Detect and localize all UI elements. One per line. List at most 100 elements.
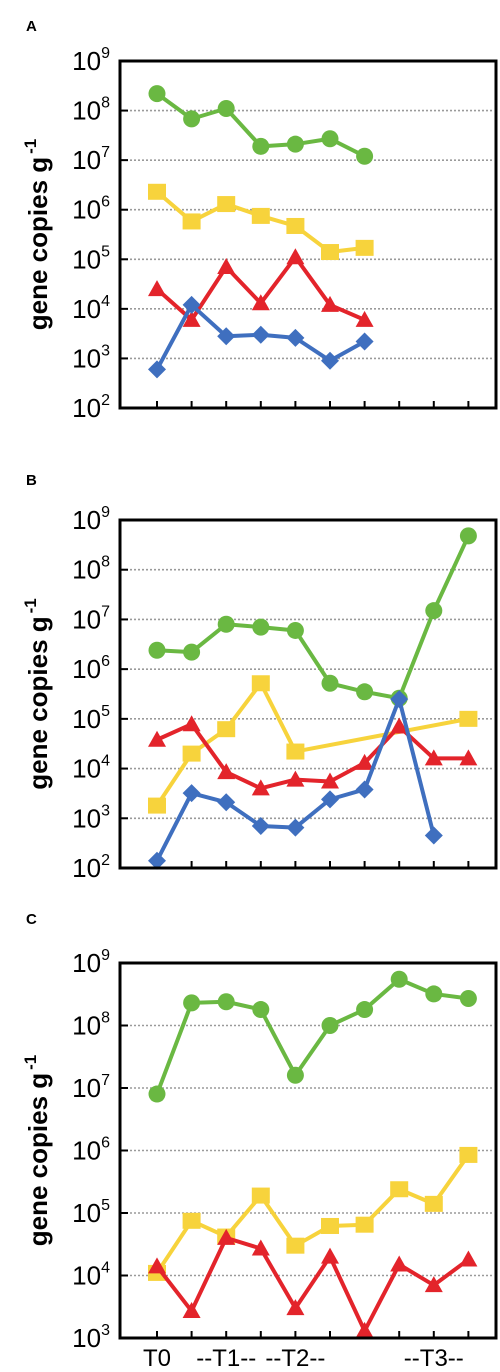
data-point-green (321, 674, 339, 692)
data-point-blue (390, 690, 409, 709)
y-tick-label: 107 (72, 603, 110, 634)
y-axis-label-exponent-c: -1 (21, 1055, 40, 1070)
y-tick-label: 103 (72, 342, 110, 373)
y-tick-base: 10 (72, 505, 101, 535)
y-axis-label-exponent-b: -1 (21, 598, 40, 613)
data-point-yellow (321, 244, 339, 261)
y-tick-label: 103 (72, 1322, 110, 1353)
data-point-yellow (459, 710, 478, 727)
data-point-red (355, 753, 374, 770)
data-point-yellow (251, 207, 270, 224)
data-point-blue (355, 780, 374, 799)
data-point-green (356, 1001, 374, 1019)
y-axis-label-text-c: gene copies g (23, 1073, 53, 1246)
data-point-blue (217, 793, 236, 812)
y-tick-label: 105 (72, 1197, 110, 1228)
y-tick-label: 104 (72, 753, 110, 784)
y-tick-base: 10 (72, 1198, 101, 1228)
y-tick-exponent: 9 (101, 504, 110, 521)
y-tick-base: 10 (72, 704, 101, 734)
series-line-yellow (155, 681, 469, 807)
data-point-yellow (148, 183, 166, 200)
panel-letter-a: A (26, 18, 37, 35)
data-point-green (148, 85, 166, 103)
data-point-yellow (355, 1216, 374, 1233)
y-axis-label-c: gene copies g -1 (21, 1055, 53, 1247)
y-tick-exponent: 5 (101, 243, 110, 260)
y-tick-label: 104 (72, 1260, 110, 1291)
data-point-red (217, 763, 236, 780)
data-point-red (424, 1276, 443, 1293)
data-point-yellow (286, 1237, 305, 1254)
y-tick-base: 10 (72, 393, 101, 423)
y-axis-label-exponent-a: -1 (21, 139, 40, 154)
data-point-blue (182, 784, 201, 803)
data-point-green (356, 147, 374, 165)
data-point-green (286, 621, 304, 639)
data-point-blue (251, 816, 270, 835)
data-point-red (355, 310, 374, 327)
y-tick-base: 10 (72, 343, 101, 373)
y-tick-exponent: 2 (101, 392, 110, 409)
y-tick-exponent: 3 (101, 802, 110, 819)
y-tick-base: 10 (72, 244, 101, 274)
data-point-green (286, 1066, 304, 1084)
data-point-green (286, 135, 304, 153)
series-line-red (155, 1235, 470, 1333)
data-point-red (148, 730, 166, 747)
data-point-blue (251, 325, 270, 344)
data-point-yellow (251, 1187, 270, 1204)
y-tick-exponent: 5 (101, 1197, 110, 1214)
data-point-blue (286, 328, 305, 347)
data-point-red (321, 295, 339, 312)
data-point-red (459, 1250, 478, 1267)
data-point-red (148, 280, 166, 297)
data-point-yellow (182, 745, 201, 762)
data-point-green (183, 994, 201, 1012)
y-tick-label: 105 (72, 243, 110, 274)
data-point-green (148, 1085, 166, 1103)
y-tick-base: 10 (72, 948, 101, 978)
y-tick-exponent: 4 (101, 753, 110, 770)
data-point-green (425, 602, 443, 620)
panel-letter-c: C (26, 911, 37, 928)
data-point-red (251, 294, 270, 311)
y-tick-base: 10 (72, 1261, 101, 1291)
data-point-green (252, 1001, 270, 1019)
data-point-yellow (251, 675, 270, 692)
y-tick-exponent: 8 (101, 1010, 110, 1027)
y-tick-base: 10 (72, 803, 101, 833)
data-point-blue (217, 327, 236, 346)
data-point-green (321, 1017, 339, 1034)
y-tick-base: 10 (72, 853, 101, 883)
y-tick-base: 10 (72, 1073, 101, 1103)
data-point-yellow (182, 1212, 201, 1229)
y-tick-exponent: 9 (101, 45, 110, 62)
data-point-blue (286, 818, 305, 837)
data-point-green (252, 618, 270, 636)
y-tick-label: 102 (72, 392, 110, 423)
y-tick-base: 10 (72, 754, 101, 784)
y-tick-base: 10 (72, 1323, 101, 1353)
data-point-red (251, 779, 270, 796)
y-tick-base: 10 (72, 654, 101, 684)
data-point-yellow (286, 743, 305, 760)
y-tick-base: 10 (72, 555, 101, 585)
y-tick-base: 10 (72, 145, 101, 175)
data-point-red (321, 1247, 339, 1264)
y-tick-exponent: 8 (101, 554, 110, 571)
data-point-red (286, 1299, 305, 1316)
series-line-green (155, 977, 469, 1095)
y-tick-exponent: 3 (101, 1322, 110, 1339)
y-tick-base: 10 (72, 46, 101, 76)
panel-b: B gene copies g-1 1021031041051061071081… (21, 472, 498, 883)
y-tick-label: 105 (72, 703, 110, 734)
plot-frame-c (118, 961, 498, 1340)
data-point-green (217, 615, 235, 633)
data-point-red (251, 1239, 270, 1256)
y-tick-exponent: 6 (101, 194, 110, 211)
data-point-yellow (321, 1217, 339, 1234)
y-axis-label-text-b: gene copies g (23, 616, 53, 789)
data-point-yellow (286, 217, 305, 234)
